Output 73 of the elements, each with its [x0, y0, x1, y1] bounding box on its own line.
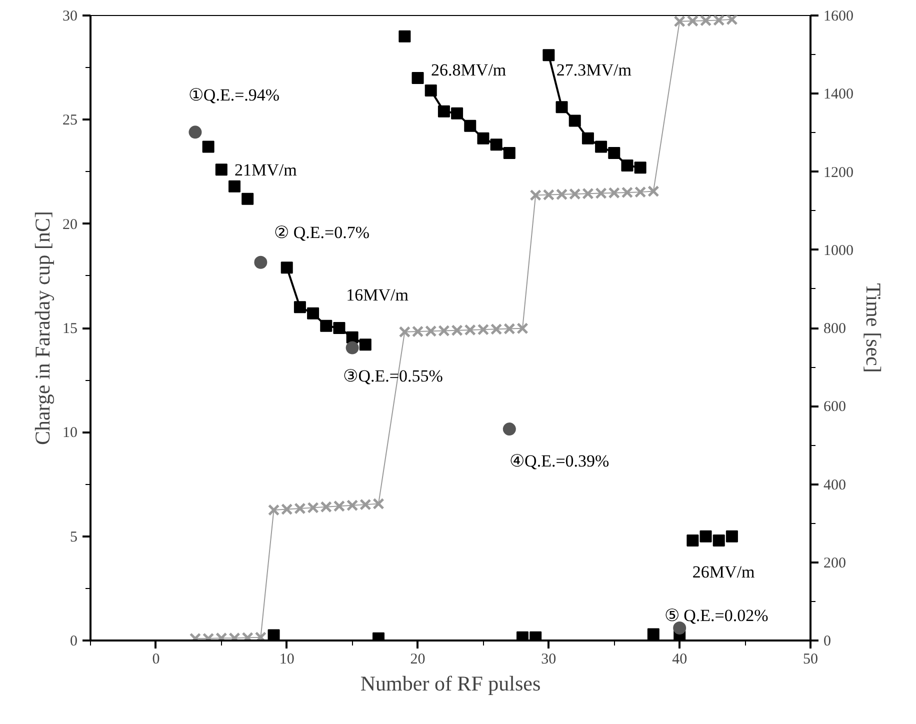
y-tick-label: 10	[62, 425, 78, 442]
point	[595, 140, 608, 153]
x-tick-label: 30	[541, 652, 556, 668]
y-axis-title: Charge in Faraday cup [nC]	[30, 210, 54, 446]
y-tick-label: 30	[62, 8, 78, 24]
y-tick-label: 0	[70, 634, 78, 650]
y2-tick-label: 1400	[824, 86, 854, 103]
point	[700, 530, 712, 542]
point	[346, 331, 358, 344]
point	[686, 534, 699, 546]
y-tick-label: 20	[62, 216, 78, 233]
annotation: 26MV/m	[692, 562, 755, 582]
y-tick-label: 25	[62, 112, 78, 129]
x-tick-label: 50	[803, 652, 818, 668]
point	[621, 160, 634, 172]
point	[503, 147, 516, 159]
y2-tick-label: 0	[824, 634, 831, 650]
annotation: 16MV/m	[346, 285, 408, 304]
point	[424, 84, 437, 96]
y2-tick-label: 200	[824, 555, 846, 572]
point	[215, 164, 228, 176]
y2-axis-title: Time [sec]	[862, 283, 886, 373]
y-tick-label: 5	[70, 529, 78, 546]
point	[464, 120, 476, 132]
point	[502, 422, 516, 436]
point	[228, 180, 240, 192]
y2-tick-label: 1000	[824, 242, 854, 259]
point	[608, 147, 620, 159]
point	[477, 132, 490, 144]
y2-tick-label: 600	[824, 399, 846, 416]
point	[568, 114, 581, 127]
x-tick-label: 20	[410, 652, 426, 668]
point	[333, 322, 346, 334]
point	[346, 341, 359, 354]
point	[242, 192, 254, 205]
point	[359, 338, 372, 351]
point	[490, 138, 502, 151]
point	[438, 105, 450, 118]
x-tick-label: 40	[672, 652, 688, 668]
point	[712, 534, 725, 546]
point	[412, 72, 424, 84]
y2-tick-label: 1200	[824, 164, 854, 181]
point	[188, 126, 202, 139]
y2-tick-label: 400	[824, 477, 846, 494]
point	[556, 101, 568, 114]
annotation: ② Q.E.=0.7%	[274, 222, 370, 242]
annotation: ④Q.E.=0.39%	[510, 452, 610, 471]
point	[280, 262, 293, 274]
point	[294, 301, 306, 314]
point	[634, 162, 646, 174]
annotation: 27.3MV/m	[556, 60, 632, 80]
x-tick-label: 0	[152, 652, 160, 668]
point	[202, 140, 214, 153]
point	[254, 256, 268, 269]
point	[398, 30, 411, 42]
point	[307, 307, 320, 320]
x-axis-title: Number of RF pulses	[360, 672, 541, 696]
x-tick-label: 10	[279, 652, 294, 668]
annotation: ①Q.E.=.94%	[188, 85, 280, 104]
point	[320, 320, 332, 332]
point	[647, 628, 660, 640]
y-tick-label: 15	[62, 321, 78, 337]
annotation: 21MV/m	[234, 160, 297, 180]
point	[726, 530, 738, 542]
point	[542, 49, 555, 62]
y2-tick-label: 800	[824, 321, 846, 337]
point	[268, 629, 280, 640]
annotation: ⑤ Q.E.=0.02%	[664, 606, 768, 625]
point	[451, 107, 464, 120]
annotation: ③Q.E.=0.55%	[343, 366, 443, 386]
point	[582, 132, 594, 144]
annotation: 26.8MV/m	[431, 60, 506, 80]
y2-tick-label: 1600	[824, 8, 854, 24]
